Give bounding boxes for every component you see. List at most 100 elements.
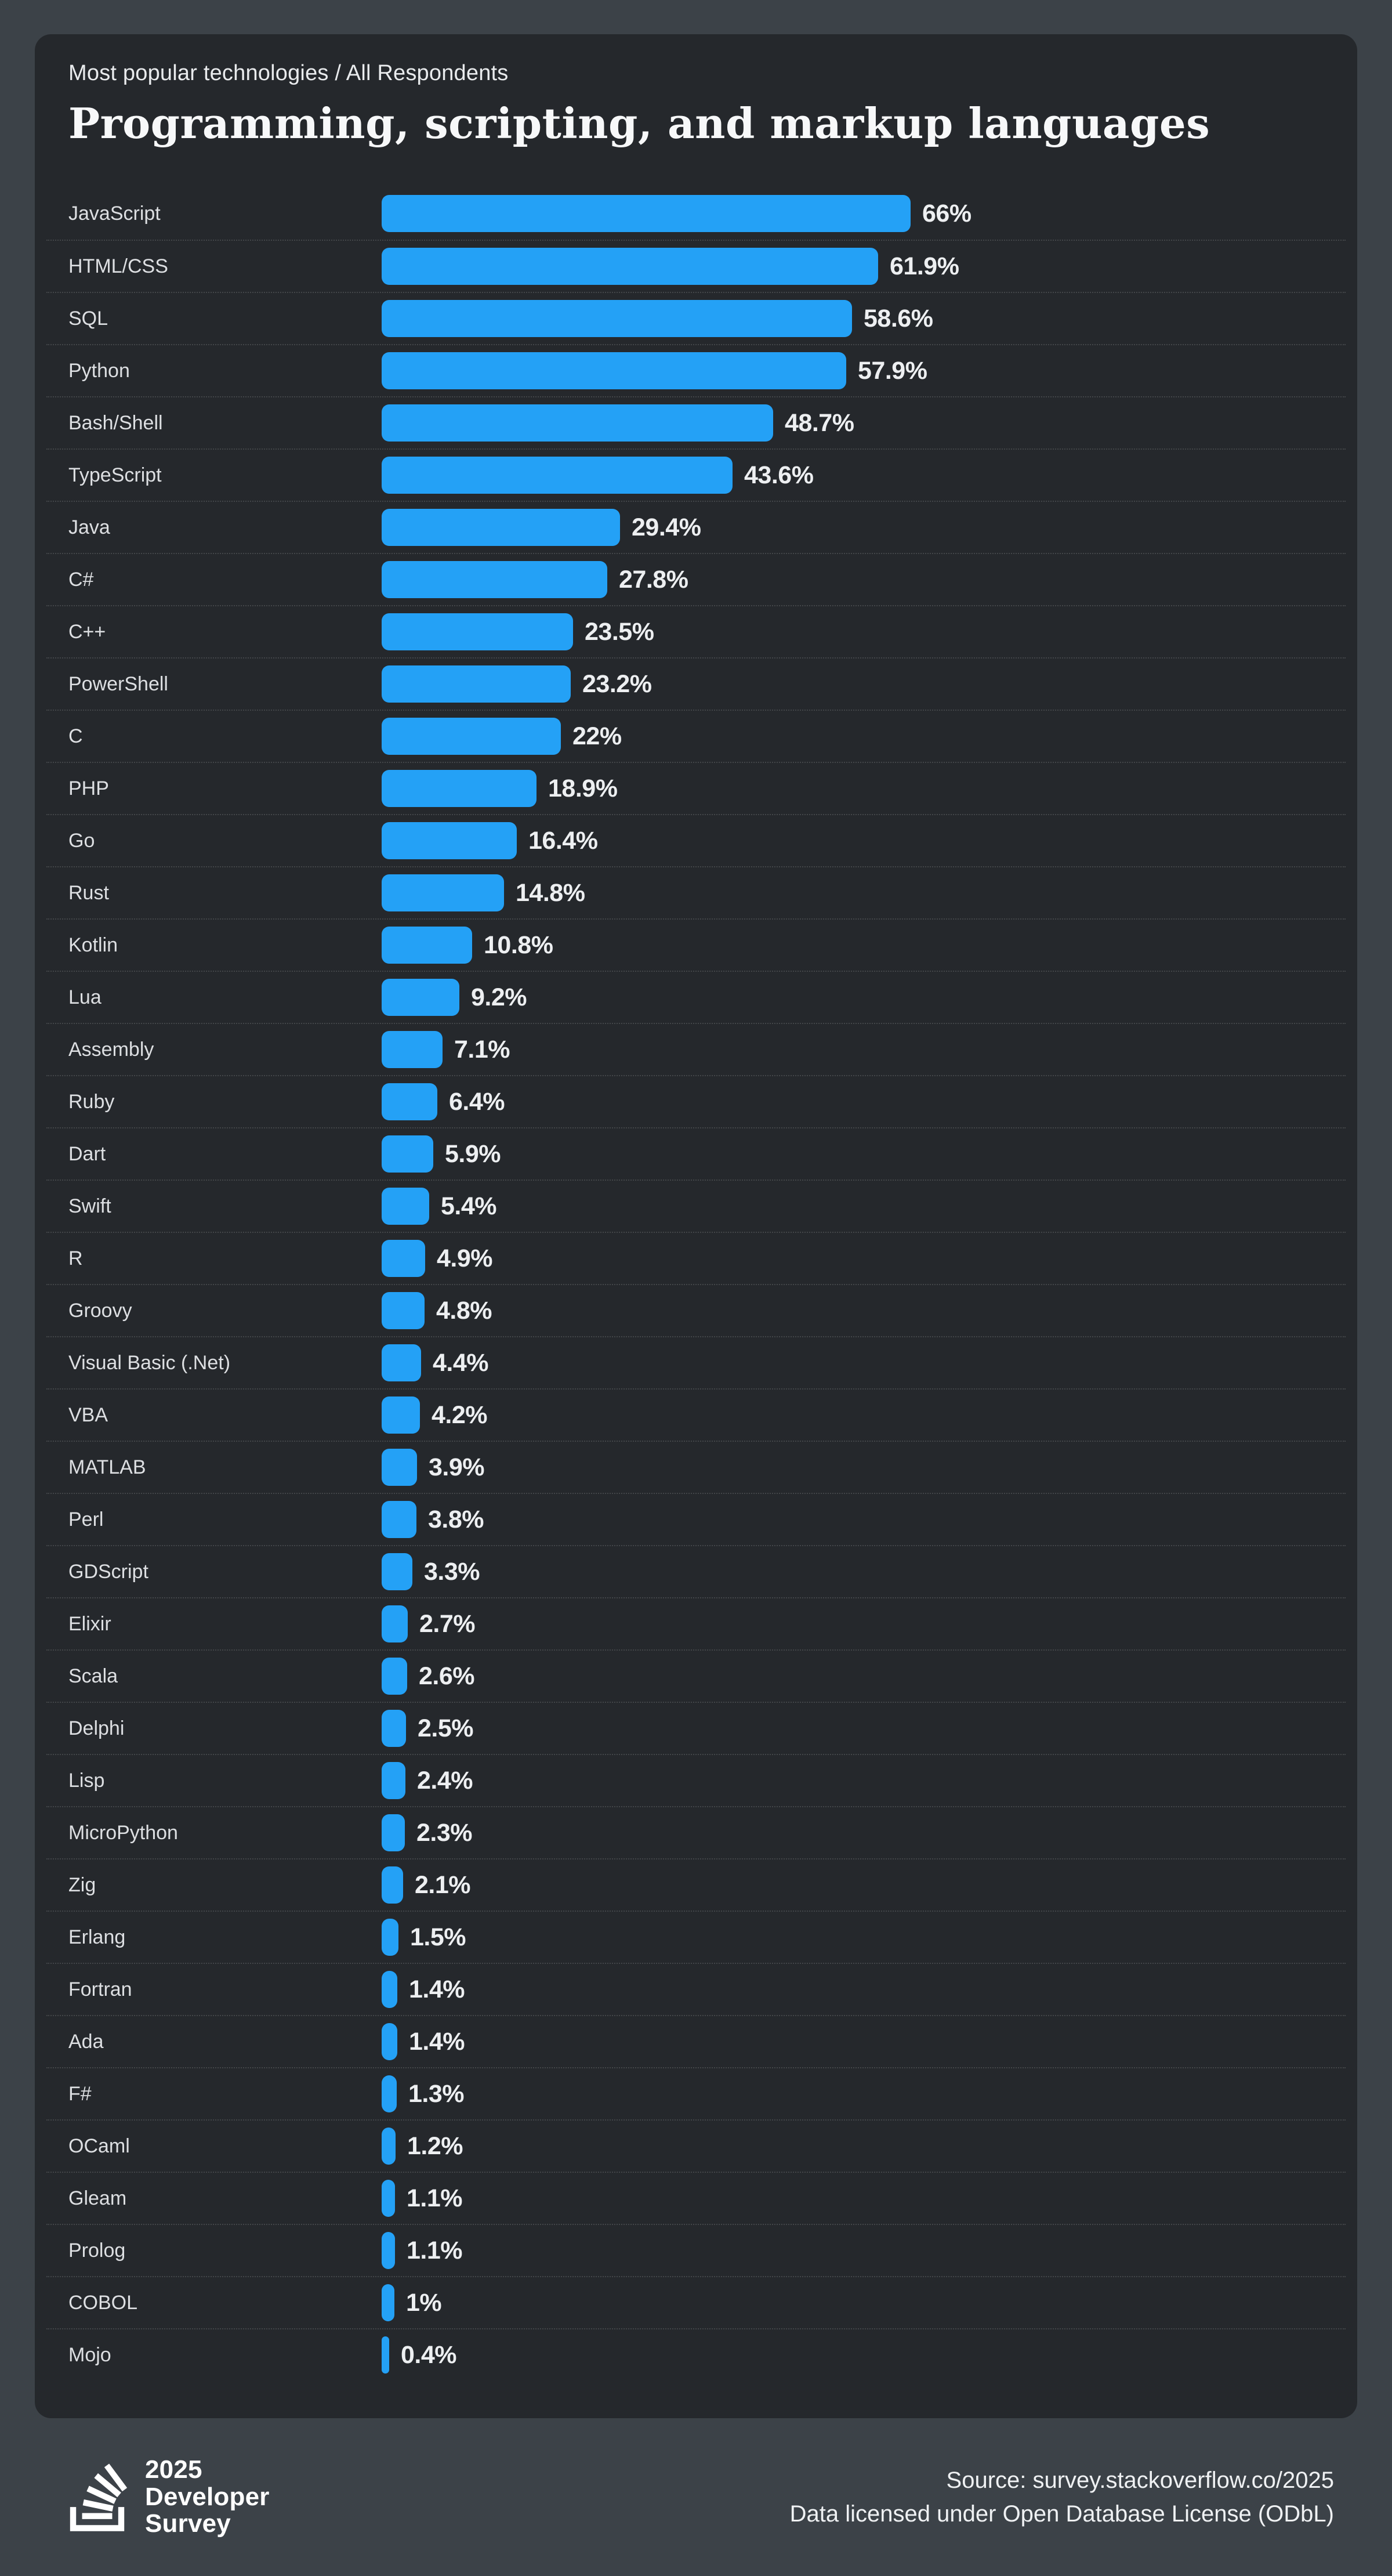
value-label: 2.3% [416, 1818, 473, 1847]
language-label: VBA [68, 1403, 108, 1426]
bar [382, 2075, 397, 2113]
bar-track: 23.5% [382, 613, 1324, 651]
language-label: C++ [68, 620, 106, 643]
bar [382, 1135, 433, 1173]
bar-row: MicroPython 2.3% [46, 1806, 1346, 1858]
bar-row: MATLAB 3.9% [46, 1441, 1346, 1493]
language-label: PHP [68, 777, 109, 799]
language-label: Lua [68, 986, 102, 1008]
bar-list: JavaScript 66% HTML/CSS 61.9% SQL 58.6% … [35, 187, 1357, 2380]
bar [382, 822, 517, 860]
value-label: 4.4% [433, 1348, 489, 1377]
bar [382, 1605, 408, 1643]
value-label: 10.8% [484, 931, 553, 959]
bar-track: 27.8% [382, 561, 1324, 599]
value-label: 6.4% [449, 1087, 505, 1116]
value-label: 66% [922, 199, 971, 227]
value-label: 2.7% [419, 1609, 476, 1638]
language-label: Erlang [68, 1926, 126, 1948]
language-label: GDScript [68, 1560, 148, 1583]
language-label: HTML/CSS [68, 255, 168, 277]
bar-track: 1.2% [382, 2128, 1324, 2165]
bar [382, 300, 852, 338]
value-label: 4.8% [436, 1296, 492, 1325]
bar [382, 2336, 389, 2374]
language-label: Perl [68, 1508, 104, 1531]
bar-row: TypeScript 43.6% [46, 448, 1346, 501]
value-label: 16.4% [528, 826, 598, 855]
bar [382, 1501, 416, 1539]
value-label: 27.8% [619, 565, 688, 594]
language-label: Gleam [68, 2187, 127, 2209]
bar-track: 29.4% [382, 509, 1324, 547]
bar-row: Erlang 1.5% [46, 1911, 1346, 1963]
bar-row: Ruby 6.4% [46, 1075, 1346, 1127]
value-label: 1.5% [410, 1923, 466, 1951]
language-label: C [68, 725, 83, 747]
source-attribution: Source: survey.stackoverflow.co/2025 Dat… [790, 2463, 1334, 2531]
bar [382, 1188, 429, 1225]
value-label: 48.7% [785, 408, 854, 437]
bar-row: Rust 14.8% [46, 866, 1346, 918]
bar-track: 1% [382, 2284, 1324, 2322]
bar [382, 1553, 412, 1591]
bar-row: GDScript 3.3% [46, 1545, 1346, 1597]
value-label: 2.6% [419, 1662, 475, 1690]
bar-row: Dart 5.9% [46, 1127, 1346, 1180]
language-label: SQL [68, 307, 108, 330]
footer: 2025 Developer Survey Source: survey.sta… [0, 2418, 1392, 2576]
bar-row: Visual Basic (.Net) 4.4% [46, 1336, 1346, 1388]
language-label: R [68, 1247, 83, 1269]
bar-track: 1.1% [382, 2180, 1324, 2217]
bar-row: Python 57.9% [46, 344, 1346, 396]
bar [382, 1031, 443, 1069]
bar-row: R 4.9% [46, 1232, 1346, 1284]
language-label: Bash/Shell [68, 411, 163, 434]
bar [382, 509, 620, 547]
value-label: 1.4% [409, 1975, 465, 2003]
value-label: 3.3% [424, 1557, 480, 1586]
value-label: 3.9% [429, 1453, 485, 1481]
value-label: 2.1% [415, 1871, 471, 1899]
bar-track: 7.1% [382, 1031, 1324, 1069]
value-label: 3.8% [428, 1505, 484, 1533]
survey-brand-text: 2025 Developer Survey [145, 2456, 270, 2538]
brand-line-developer: Developer [145, 2482, 270, 2511]
value-label: 22% [572, 722, 622, 750]
bar-row: SQL 58.6% [46, 292, 1346, 344]
bar-row: Scala 2.6% [46, 1649, 1346, 1702]
bar [382, 2023, 397, 2061]
bar-track: 4.2% [382, 1396, 1324, 1434]
language-label: OCaml [68, 2134, 130, 2157]
value-label: 1.1% [407, 2184, 463, 2212]
bar-row: Go 16.4% [46, 814, 1346, 866]
value-label: 1.1% [407, 2236, 463, 2264]
bar [382, 1866, 403, 1904]
bar-track: 5.9% [382, 1135, 1324, 1173]
bar-row: Delphi 2.5% [46, 1702, 1346, 1754]
value-label: 2.5% [418, 1714, 474, 1742]
bar [382, 1971, 397, 2009]
language-label: Rust [68, 881, 109, 904]
bar [382, 1814, 405, 1852]
bar-row: VBA 4.2% [46, 1388, 1346, 1441]
bar-track: 23.2% [382, 665, 1324, 703]
value-label: 14.8% [516, 878, 585, 907]
language-label: Dart [68, 1142, 106, 1165]
bar-track: 2.5% [382, 1710, 1324, 1748]
language-label: JavaScript [68, 202, 161, 225]
language-label: Groovy [68, 1299, 132, 1322]
value-label: 4.2% [432, 1401, 488, 1429]
language-label: Swift [68, 1195, 111, 1217]
bar-track: 14.8% [382, 874, 1324, 912]
bar-track: 57.9% [382, 352, 1324, 390]
bar-row: COBOL 1% [46, 2276, 1346, 2328]
bar-track: 0.4% [382, 2336, 1324, 2374]
value-label: 43.6% [744, 461, 814, 489]
bar-track: 3.3% [382, 1553, 1324, 1591]
bar-row: C# 27.8% [46, 553, 1346, 605]
bar [382, 665, 571, 703]
bar [382, 2180, 395, 2217]
value-label: 18.9% [548, 774, 618, 802]
source-line: Source: survey.stackoverflow.co/2025 [946, 2468, 1334, 2493]
